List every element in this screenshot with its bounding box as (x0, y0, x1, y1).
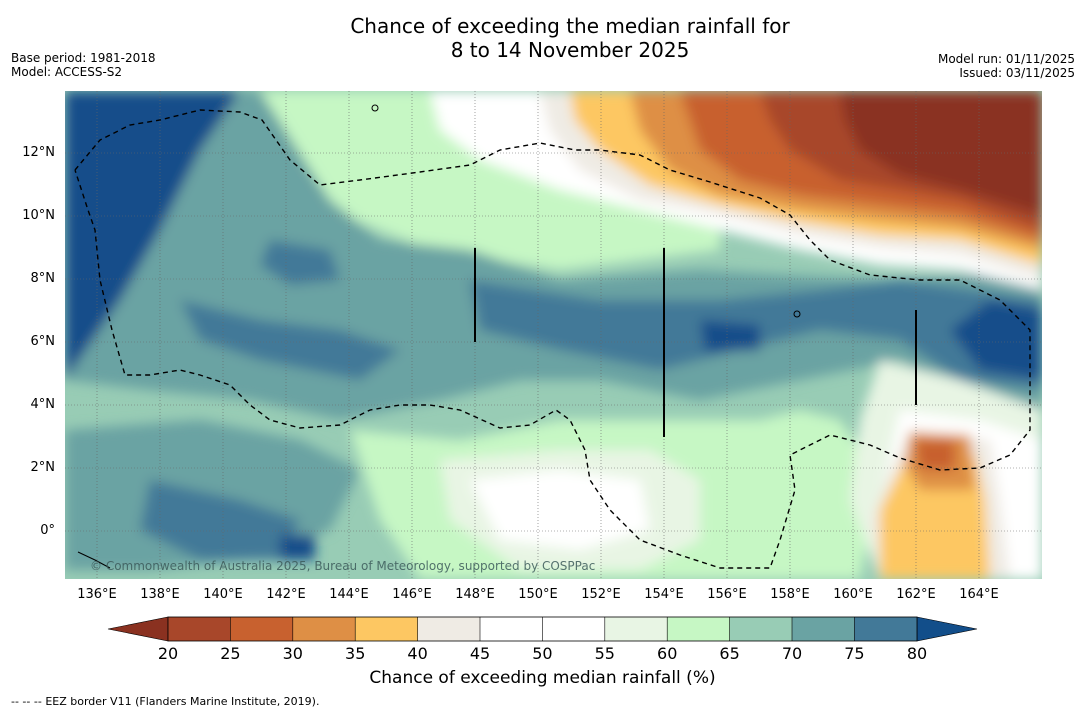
colorbar-bin-65-70 (729, 617, 792, 641)
lon-label-144e: 144°E (329, 587, 369, 602)
footnote: -- -- -- EEZ border V11 (Flanders Marine… (11, 695, 319, 708)
model-run: Model run: 01/11/2025 (937, 52, 1075, 66)
lat-label-8n: 8°N (30, 271, 56, 286)
lat-label-0: 0° (40, 523, 55, 538)
lon-label-160e: 160°E (833, 587, 873, 602)
colorbar-tick-30: 30 (282, 644, 303, 663)
lon-label-142e: 142°E (266, 587, 306, 602)
colorbar-tick-20: 20 (157, 644, 179, 663)
colorbar-tick-75: 75 (844, 644, 865, 663)
map-title: Chance of exceeding the median rainfall … (0, 14, 1085, 62)
colorbar-tick-35: 35 (345, 644, 366, 663)
eez-legend-dashes: -- -- -- (11, 695, 42, 708)
colorbar-bin-60-65 (667, 617, 730, 641)
eez-legend-text: EEZ border V11 (Flanders Marine Institut… (45, 695, 320, 708)
colorbar-bin-40-45 (417, 617, 480, 641)
colorbar-bin-35-40 (355, 617, 418, 641)
meta-right: Model run: 01/11/2025 Issued: 03/11/2025 (938, 52, 1075, 80)
lat-label-6n: 6°N (30, 334, 56, 349)
lat-label-4n: 4°N (30, 397, 56, 412)
colorbar-tick-40: 40 (407, 644, 428, 663)
colorbar-bin-45-50 (480, 617, 543, 641)
colorbar-tick-25: 25 (220, 644, 241, 663)
colorbar-tick-80: 80 (906, 644, 928, 663)
lon-label-148e: 148°E (455, 587, 495, 602)
lon-label-152e: 152°E (581, 587, 621, 602)
model-name: Model: ACCESS-S2 (11, 65, 123, 79)
title-line-1: Chance of exceeding the median rainfall … (350, 14, 790, 38)
lon-label-150e: 150°E (518, 587, 558, 602)
eez-borders (74, 109, 1031, 569)
lon-label-158e: 158°E (770, 587, 810, 602)
copyright: © Commonwealth of Australia 2025, Bureau… (90, 559, 595, 573)
colorbar-tick-60: 60 (657, 644, 678, 663)
colorbar-high-end (916, 616, 978, 642)
island-2 (793, 310, 801, 318)
islands (77, 104, 801, 569)
island-3 (77, 551, 111, 569)
colorbar-tick-70: 70 (781, 644, 803, 663)
island-1 (371, 104, 379, 112)
colorbar-bin-30-35 (292, 617, 356, 641)
issued-date: Issued: 03/11/2025 (959, 66, 1075, 80)
colorbar-bin-55-60 (604, 617, 668, 641)
colorbar-tick-65: 65 (719, 644, 740, 663)
colorbar-low-end (107, 616, 169, 642)
lon-label-136e: 136°E (77, 587, 117, 602)
colorbar-title: Chance of exceeding median rainfall (%) (369, 668, 716, 688)
boundary-marks (474, 248, 917, 437)
lon-label-156e: 156°E (707, 587, 747, 602)
lat-label-2n: 2°N (30, 460, 56, 475)
lon-label-154e: 154°E (644, 587, 684, 602)
colorbar-tick-50: 50 (532, 644, 553, 663)
colorbar-bin-70-75 (792, 617, 855, 641)
lat-label-10n: 10°N (22, 208, 55, 223)
title-line-2: 8 to 14 November 2025 (450, 38, 690, 62)
lat-label-12n: 12°N (22, 145, 55, 160)
lon-label-140e: 140°E (203, 587, 243, 602)
base-period: Base period: 1981-2018 (11, 51, 156, 65)
colorbar-tick-45: 45 (469, 644, 491, 663)
lon-label-146e: 146°E (392, 587, 432, 602)
probability-field (65, 91, 1042, 579)
colorbar-bin-75-80 (854, 617, 917, 641)
colorbar-bin-50-55 (542, 617, 605, 641)
meta-left: Base period: 1981-2018 Model: ACCESS-S2 (11, 51, 156, 79)
colorbar-bin-20-25 (168, 617, 231, 641)
eez-border-west (74, 109, 1031, 569)
colorbar-bin-25-30 (230, 617, 293, 641)
colorbar (107, 616, 978, 642)
colorbar-tick-55: 55 (594, 644, 615, 663)
lon-label-138e: 138°E (140, 587, 180, 602)
lon-label-162e: 162°E (896, 587, 936, 602)
lon-label-164e: 164°E (959, 587, 999, 602)
